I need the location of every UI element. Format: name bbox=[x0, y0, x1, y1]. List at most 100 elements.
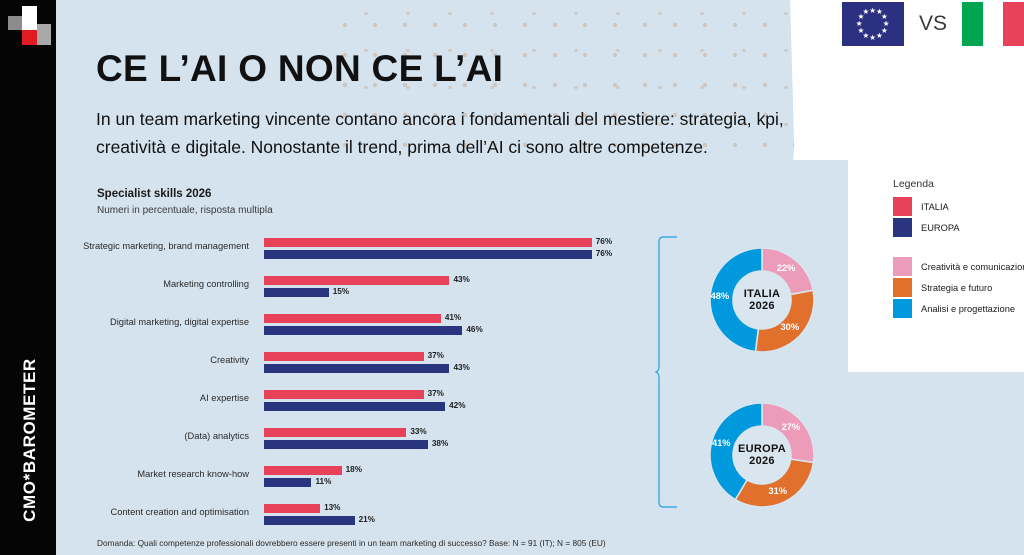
bar-value-label: 11% bbox=[315, 477, 332, 486]
bar-value-label: 41% bbox=[444, 313, 462, 322]
bar-value-label: 76% bbox=[595, 249, 613, 258]
category-legend-item: Strategia e futuro bbox=[893, 278, 1024, 297]
bar-category-label: Creativity bbox=[210, 355, 249, 365]
donut-year: 2026 bbox=[749, 300, 775, 312]
bar-category-label: AI expertise bbox=[199, 393, 249, 403]
bar-chart-row: Marketing controlling 43% 15% bbox=[97, 273, 657, 308]
legend-label: Strategia e futuro bbox=[921, 282, 993, 293]
donut-title: EUROPA bbox=[737, 443, 787, 455]
donut-slice-value: 22% bbox=[776, 262, 796, 273]
bar-category-label: Strategic marketing, brand management bbox=[83, 241, 249, 251]
eu-star-icon: ★ bbox=[862, 7, 870, 17]
legend-label: EUROPA bbox=[921, 222, 960, 233]
category-legend-item: Analisi e progettazione bbox=[893, 299, 1024, 318]
legend-swatch bbox=[893, 197, 912, 216]
bar-category-label: Marketing controlling bbox=[163, 279, 249, 289]
page-subtitle: In un team marketing vincente contano an… bbox=[96, 109, 784, 157]
bar-chart-row: (Data) analytics 33% 38% bbox=[97, 425, 657, 460]
bar-value-label: 46% bbox=[466, 325, 483, 334]
bar-value-label: 13% bbox=[324, 503, 341, 512]
donut-title: ITALIA bbox=[743, 288, 781, 300]
bar-group: 33% 38% bbox=[264, 427, 657, 452]
legend-swatch bbox=[893, 278, 912, 297]
page-title: CE L’AI O NON CE L’AI bbox=[96, 48, 504, 89]
eu-star-icon: ★ bbox=[869, 32, 877, 42]
donut-slice-value: 30% bbox=[780, 321, 800, 332]
bar-category-label: Content creation and optimisation bbox=[110, 507, 249, 517]
bar-value-label: 43% bbox=[453, 363, 470, 372]
bar-value-label: 38% bbox=[431, 439, 449, 448]
donut-chart-europa: 27% 31% 41% EUROPA 2026 bbox=[697, 390, 827, 520]
flags-comparison: ★ ★ ★ ★ ★ ★ ★ ★ ★ ★ ★ ★ VS bbox=[842, 2, 1024, 46]
donut-center-label: EUROPA 2026 bbox=[733, 426, 791, 484]
bar-italia: 37% bbox=[264, 389, 657, 399]
bar-category-label: Digital marketing, digital expertise bbox=[110, 317, 249, 327]
legend: Legenda ITALIA EUROPA Creatività e comuni… bbox=[893, 178, 1024, 320]
category-legend-item: Creatività e comunicazione bbox=[893, 257, 1024, 276]
bar-italia: 41% bbox=[264, 313, 657, 323]
bar-value-label: 15% bbox=[332, 287, 350, 296]
donut-chart-italia: 22% 30% 48% ITALIA 2026 bbox=[697, 235, 827, 365]
eu-star-icon: ★ bbox=[869, 5, 877, 15]
bar-chart-row: Creativity 37% 43% bbox=[97, 349, 657, 384]
bar-value-label: 37% bbox=[427, 351, 444, 360]
bar-value-label: 33% bbox=[410, 427, 427, 436]
bar-chart-row: Market research know-how 18% 11% bbox=[97, 463, 657, 498]
bar-chart-row: Digital marketing, digital expertise 41% 4… bbox=[97, 311, 657, 346]
bar-chart-row: AI expertise 37% 42% bbox=[97, 387, 657, 422]
country-legend-item: EUROPA bbox=[893, 218, 1024, 237]
bar-italia: 13% bbox=[264, 503, 657, 513]
eu-star-icon: ★ bbox=[880, 12, 888, 22]
chart-title: Specialist skills 2026 bbox=[97, 188, 212, 200]
legend-swatch bbox=[893, 218, 912, 237]
grouping-brace-icon bbox=[655, 236, 677, 508]
donut-svg bbox=[709, 402, 815, 508]
left-rail: CMO*BAROMETER bbox=[0, 0, 56, 555]
bar-italia: 18% bbox=[264, 465, 657, 475]
legend-swatch bbox=[893, 299, 912, 318]
bar-europa: 42% bbox=[264, 401, 657, 411]
bar-group: 13% 21% bbox=[264, 503, 657, 528]
eu-star-icon: ★ bbox=[882, 19, 890, 28]
bar-group: 76% 76% bbox=[264, 237, 657, 262]
bar-value-label: 43% bbox=[453, 275, 470, 284]
eu-star-icon: ★ bbox=[880, 25, 888, 35]
legend-label: ITALIA bbox=[921, 201, 949, 212]
country-legend-item: ITALIA bbox=[893, 197, 1024, 216]
eu-star-icon: ★ bbox=[876, 7, 883, 17]
donut-slice-value: 41% bbox=[711, 438, 731, 449]
bar-italia: 76% bbox=[264, 237, 657, 247]
vs-label: VS bbox=[918, 12, 947, 35]
bar-europa: 76% bbox=[264, 249, 657, 259]
bar-europa: 43% bbox=[264, 363, 657, 373]
bar-italia: 33% bbox=[264, 427, 657, 437]
donut-slice-value: 31% bbox=[768, 485, 788, 496]
bar-category-label: (Data) analytics bbox=[184, 431, 249, 441]
chart-subtitle: Numeri in percentuale, risposta multipla bbox=[97, 205, 273, 216]
legend-label: Creatività e comunicazione bbox=[921, 261, 1024, 272]
eu-star-icon: ★ bbox=[862, 30, 870, 40]
bar-value-label: 42% bbox=[449, 401, 466, 410]
brand-vertical-label: CMO*BAROMETER bbox=[20, 358, 39, 522]
bar-value-label: 37% bbox=[427, 389, 444, 398]
donut-slice-value: 48% bbox=[710, 291, 730, 302]
bar-europa: 11% bbox=[264, 477, 657, 487]
eu-star-icon: ★ bbox=[876, 30, 883, 40]
specialist-skills-bar-chart: Strategic marketing, brand management 76%… bbox=[83, 235, 657, 525]
eu-star-icon: ★ bbox=[857, 25, 865, 35]
italy-flag bbox=[962, 2, 1024, 46]
bar-chart-row: Strategic marketing, brand management 76%… bbox=[83, 235, 657, 270]
eu-star-icon: ★ bbox=[857, 12, 865, 22]
legend-title: Legenda bbox=[893, 178, 934, 190]
bar-group: 41% 46% bbox=[264, 313, 657, 338]
bar-value-label: 21% bbox=[358, 515, 375, 524]
donut-year: 2026 bbox=[749, 455, 775, 467]
bar-europa: 21% bbox=[264, 515, 657, 525]
european-union-flag: ★ ★ ★ ★ ★ ★ ★ ★ ★ ★ ★ ★ bbox=[842, 2, 904, 46]
bar-chart-row: Content creation and optimisation 13% 21% bbox=[97, 501, 657, 536]
bar-category-label: Market research know-how bbox=[137, 469, 249, 479]
donut-center-label: ITALIA 2026 bbox=[733, 271, 791, 329]
legend-label: Analisi e progettazione bbox=[921, 303, 1016, 314]
legend-category-group: Creatività e comunicazione Strategia e fu… bbox=[893, 257, 1024, 318]
bar-group: 43% 15% bbox=[264, 275, 657, 300]
